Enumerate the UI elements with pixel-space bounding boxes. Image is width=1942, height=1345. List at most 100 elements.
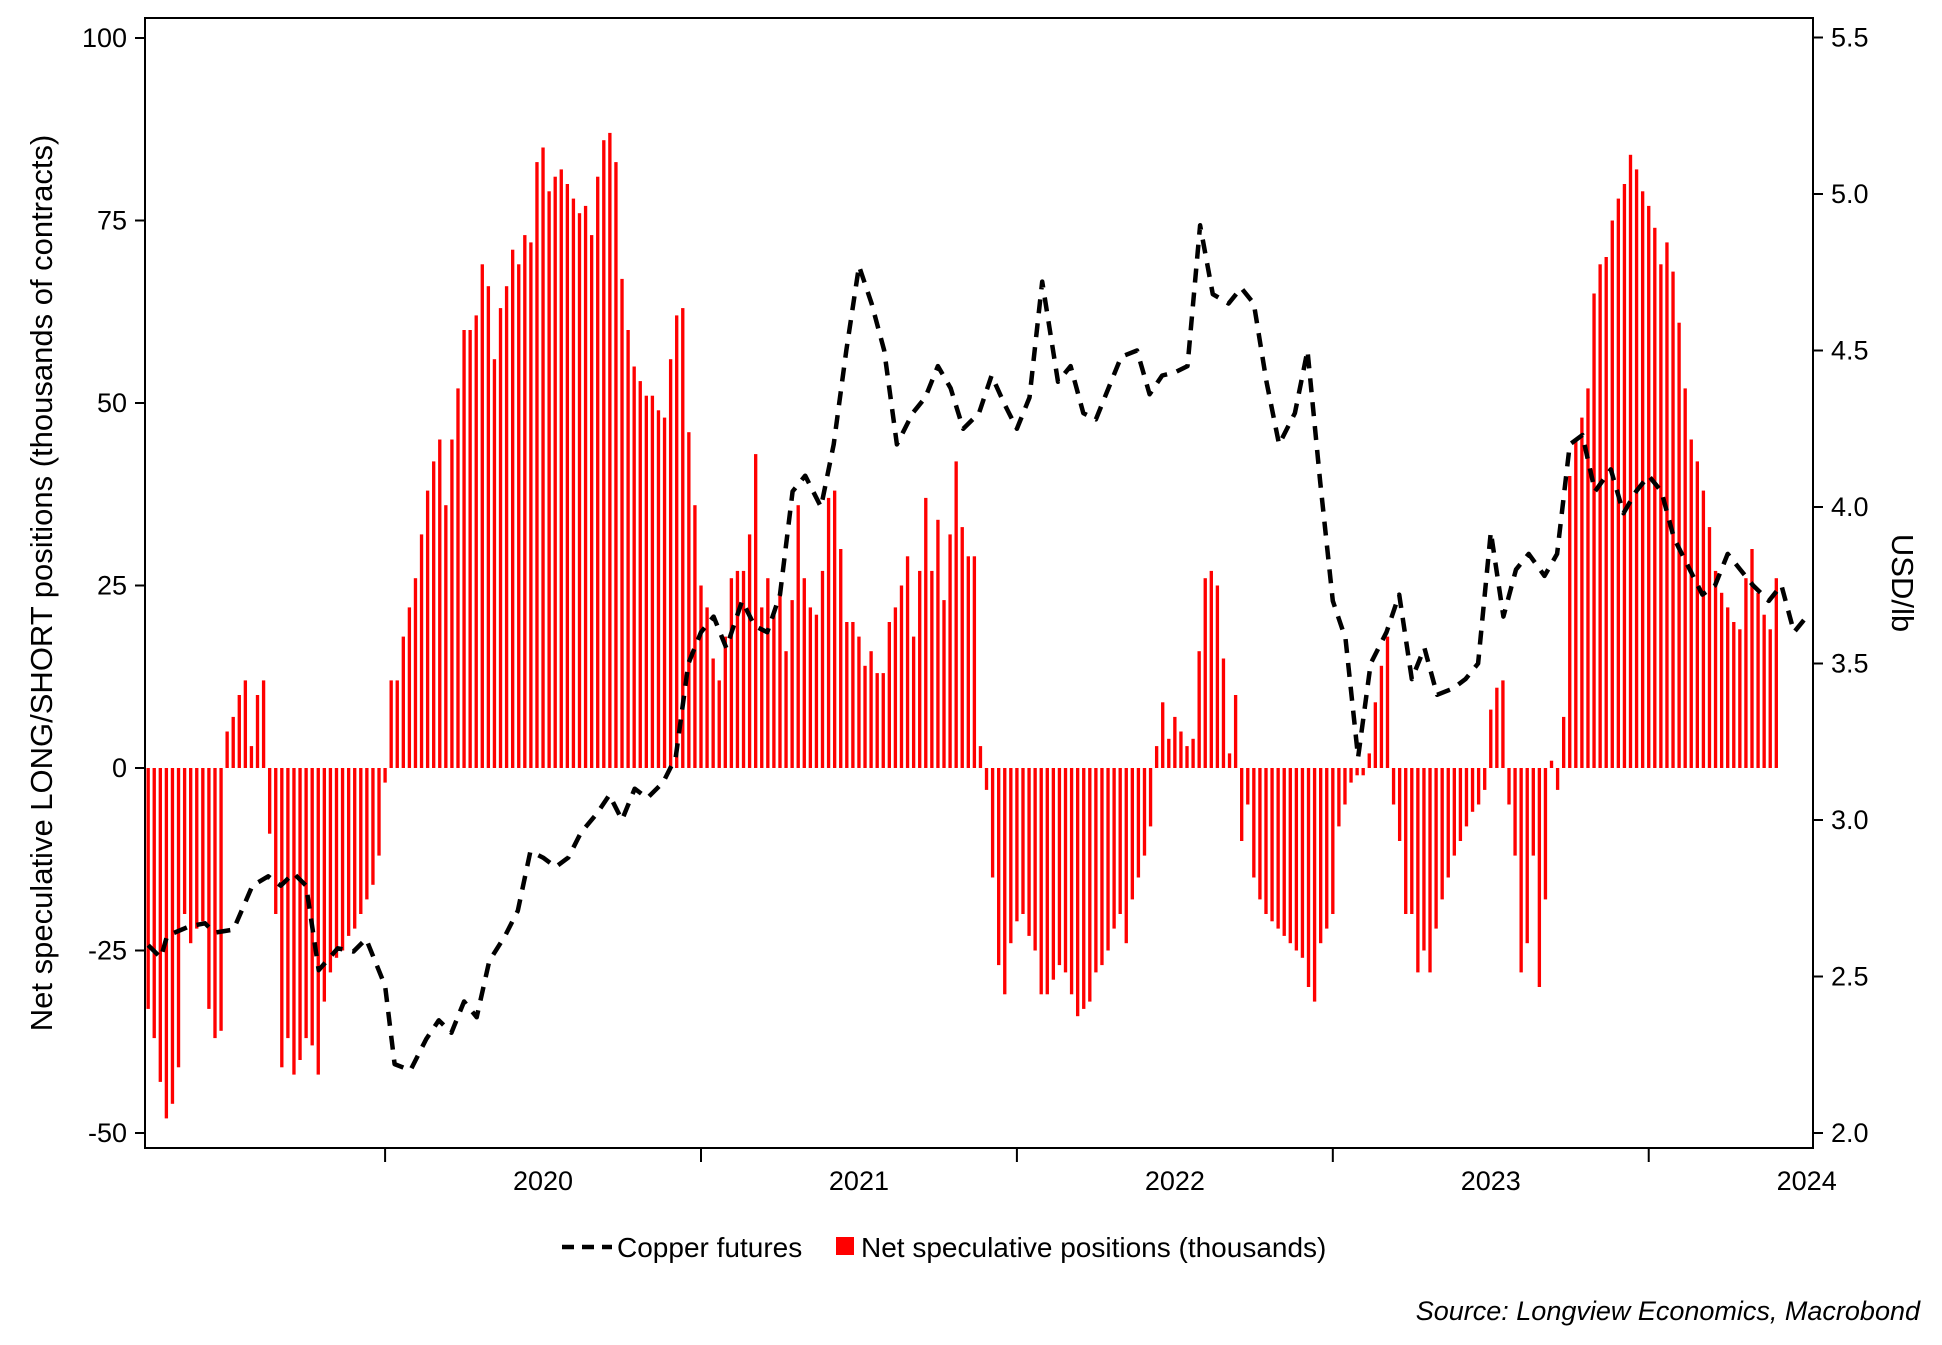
net-position-bar <box>1422 768 1426 951</box>
net-position-bar <box>948 534 952 768</box>
net-position-bar <box>930 570 934 768</box>
net-position-bar <box>529 242 533 768</box>
net-position-bar <box>851 622 855 768</box>
net-position-bar <box>1051 768 1056 980</box>
net-position-bar <box>237 695 241 768</box>
net-position-bar <box>602 140 606 768</box>
left-tick-label: 50 <box>97 388 127 418</box>
net-position-bar <box>517 264 521 768</box>
net-position-bar <box>942 600 946 768</box>
net-position-bar <box>225 731 229 768</box>
net-position-bar <box>972 556 977 768</box>
net-position-bar <box>1689 439 1693 768</box>
net-position-bar <box>1671 271 1675 768</box>
legend-line-label: Copper futures <box>617 1232 802 1263</box>
net-position-bar <box>1574 439 1578 768</box>
net-position-bar <box>614 162 618 769</box>
net-position-bar <box>243 680 248 768</box>
net-position-bar <box>389 680 393 768</box>
net-position-bar <box>1088 768 1092 1002</box>
net-position-bar <box>1604 257 1608 768</box>
net-position-bar <box>359 768 363 914</box>
net-position-bar <box>1306 768 1311 987</box>
net-position-bar <box>760 607 764 768</box>
net-position-bar <box>1075 768 1080 1017</box>
net-position-bar <box>662 417 667 768</box>
net-position-bar <box>1598 264 1602 768</box>
net-position-bar <box>832 490 837 768</box>
net-position-bar <box>1258 768 1262 900</box>
net-position-bar <box>1774 578 1778 768</box>
net-position-bar <box>747 534 752 768</box>
net-position-bar <box>444 505 448 768</box>
net-position-bar <box>1616 198 1621 769</box>
net-position-bar <box>1039 768 1043 995</box>
net-position-bar <box>857 636 861 768</box>
net-position-bar <box>207 768 211 1009</box>
net-position-bar <box>158 768 162 1082</box>
net-position-bar <box>1130 768 1135 900</box>
net-position-bar <box>1586 388 1590 768</box>
net-position-bar <box>1288 768 1292 944</box>
net-position-bar <box>304 768 308 1039</box>
net-position-bar <box>583 205 588 768</box>
net-position-bar <box>960 527 964 768</box>
net-position-bar <box>845 622 849 768</box>
net-position-bar <box>1349 768 1353 783</box>
net-position-bar <box>741 570 746 768</box>
net-position-bar <box>1762 614 1766 768</box>
net-position-bar <box>535 162 539 769</box>
net-position-bar <box>365 768 369 900</box>
net-position-bar <box>1009 768 1013 944</box>
net-position-bar <box>735 570 740 768</box>
net-position-bar <box>189 768 193 944</box>
net-position-bar <box>298 768 302 1060</box>
net-position-bar <box>559 169 563 768</box>
net-position-bar <box>1331 768 1335 914</box>
net-position-bar <box>1209 570 1213 768</box>
net-position-bar <box>1045 768 1049 995</box>
net-position-bar <box>176 768 181 1068</box>
net-position-bar <box>146 768 150 1009</box>
net-position-bar <box>1562 716 1566 768</box>
net-position-bar <box>438 439 442 768</box>
net-position-bar <box>650 395 655 768</box>
left-axis: 100 75 50 25 0 -25 -50 <box>82 23 145 1148</box>
net-position-bar <box>504 286 509 768</box>
net-position-bar <box>419 534 424 768</box>
net-position-bar <box>1464 768 1469 827</box>
net-position-bar <box>577 213 582 768</box>
net-position-bar <box>462 330 466 768</box>
net-position-bar <box>1483 768 1487 790</box>
net-position-bar <box>1294 768 1299 951</box>
net-position-bar <box>1701 490 1706 768</box>
net-position-bar <box>1027 768 1031 936</box>
net-position-bar <box>1361 768 1365 776</box>
x-tick-label: 2022 <box>1145 1166 1205 1196</box>
net-position-bar <box>899 585 904 768</box>
net-position-bar <box>346 768 351 936</box>
net-position-bar <box>772 614 776 768</box>
net-position-bar <box>1610 220 1614 768</box>
net-position-bar <box>1003 768 1007 995</box>
net-position-bar <box>875 673 879 768</box>
net-position-bar <box>1227 753 1232 768</box>
net-position-bar <box>997 768 1001 966</box>
net-position-bar <box>280 768 284 1068</box>
net-position-bar <box>1495 687 1499 768</box>
net-position-bar <box>693 505 697 768</box>
net-position-bar <box>778 592 782 768</box>
net-position-bar <box>911 636 916 768</box>
net-position-bar <box>936 519 940 768</box>
net-position-bar <box>511 249 515 768</box>
net-position-bar <box>1434 768 1438 929</box>
net-position-bar <box>802 578 806 768</box>
net-position-bar <box>1519 768 1523 973</box>
net-position-bar <box>310 768 314 1046</box>
source-note: Source: Longview Economics, Macrobond <box>1416 1296 1921 1326</box>
net-position-bar <box>456 388 460 768</box>
net-position-bar <box>353 768 357 929</box>
net-position-bar <box>790 600 794 768</box>
right-tick-label: 3.0 <box>1831 805 1869 835</box>
net-position-bar <box>687 432 691 768</box>
